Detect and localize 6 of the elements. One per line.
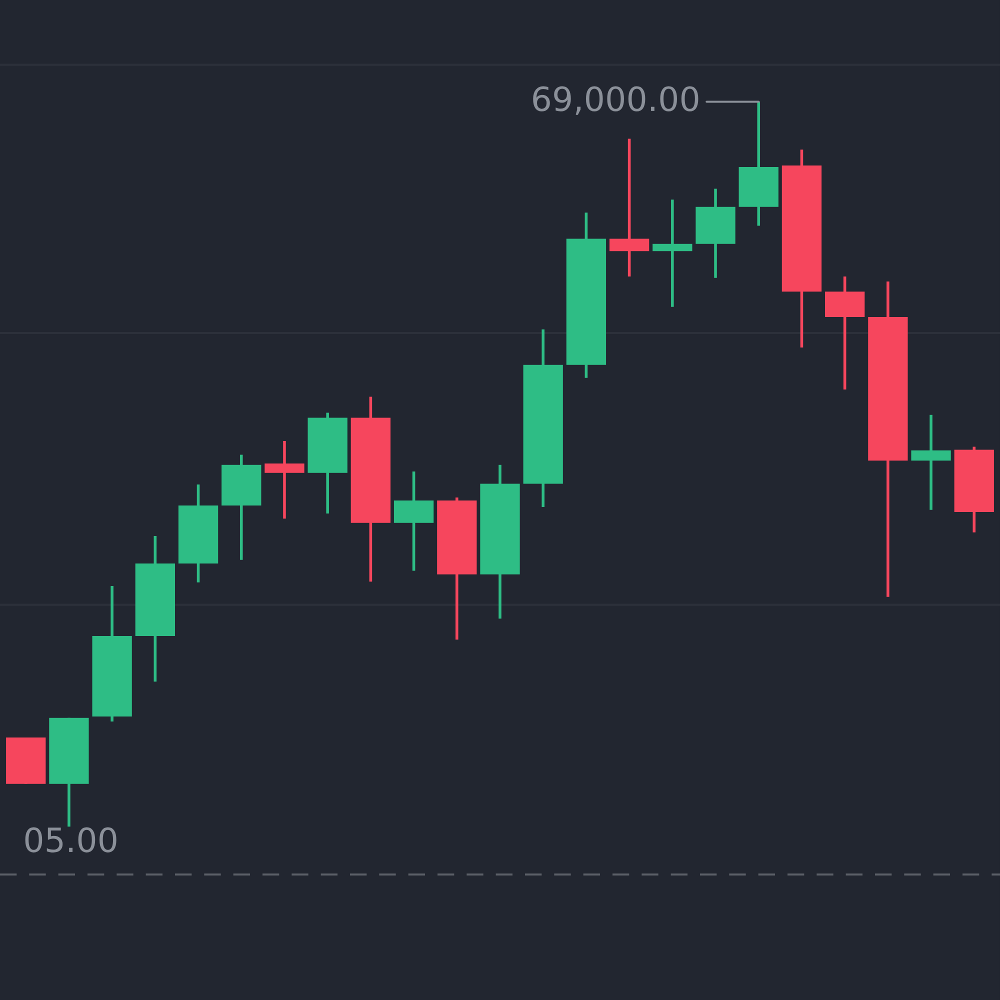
candlestick [609, 137, 650, 278]
annotation: 69,000.00 [533, 86, 698, 115]
text: 05.00 [25, 827, 116, 852]
candlestick [911, 414, 951, 512]
candlestick [652, 198, 692, 308]
candlestick [264, 440, 304, 520]
